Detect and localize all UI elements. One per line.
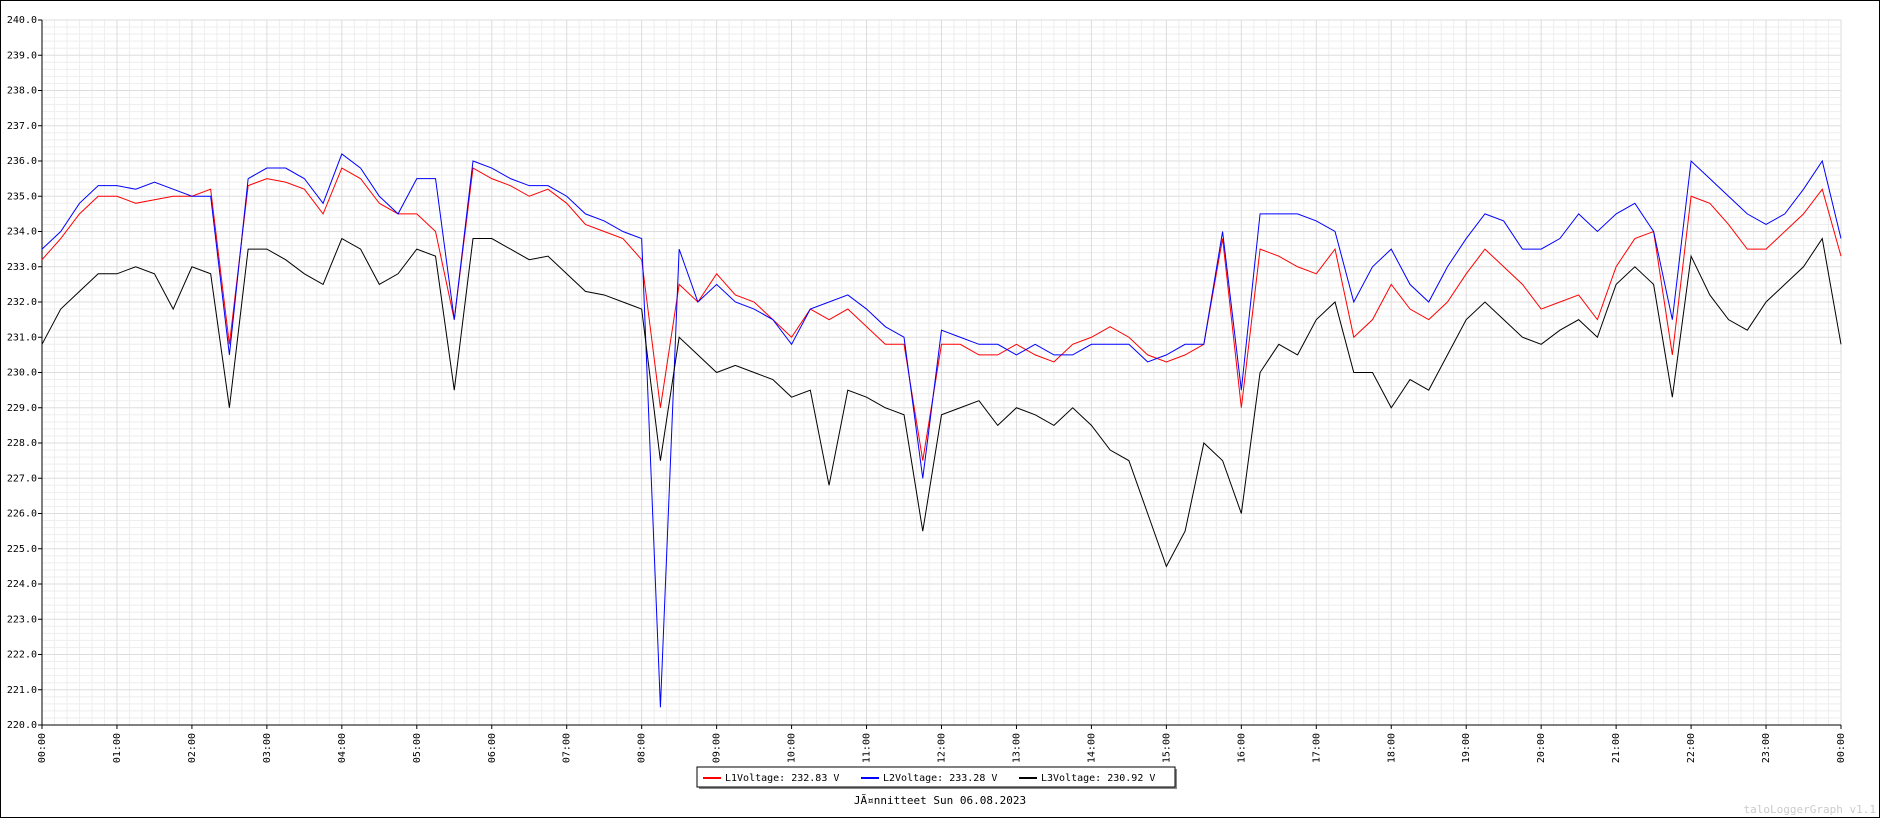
- x-tick-label: 00:00: [37, 733, 48, 763]
- watermark: taloLoggerGraph v1.1: [1744, 803, 1876, 816]
- x-tick-label: 00:00: [1836, 733, 1847, 763]
- y-tick-label: 231.0: [7, 332, 37, 343]
- legend-label: L2Voltage: 233.28 V: [883, 773, 997, 784]
- y-tick-label: 240.0: [7, 15, 37, 26]
- x-tick-label: 20:00: [1536, 733, 1547, 763]
- y-tick-label: 222.0: [7, 650, 37, 661]
- x-tick-label: 01:00: [112, 733, 123, 763]
- legend-label: L1Voltage: 232.83 V: [725, 773, 839, 784]
- x-tick-label: 16:00: [1236, 733, 1247, 763]
- lines: [41, 153, 1842, 708]
- y-tick-label: 230.0: [7, 368, 37, 379]
- x-tick-label: 14:00: [1086, 733, 1097, 763]
- x-tick-label: 03:00: [262, 733, 273, 763]
- y-tick-label: 232.0: [7, 297, 37, 308]
- series-line: [41, 167, 1842, 461]
- y-tick-label: 237.0: [7, 121, 37, 132]
- y-tick-label: 226.0: [7, 509, 37, 520]
- y-tick-label: 228.0: [7, 438, 37, 449]
- x-tick-label: 15:00: [1161, 733, 1172, 763]
- x-tick-label: 23:00: [1761, 733, 1772, 763]
- x-tick-label: 13:00: [1011, 733, 1022, 763]
- x-tick-label: 21:00: [1611, 733, 1622, 763]
- y-tick-label: 233.0: [7, 262, 37, 273]
- y-tick-label: 220.0: [7, 720, 37, 731]
- y-tick-label: 225.0: [7, 544, 37, 555]
- y-tick-label: 235.0: [7, 191, 37, 202]
- grid: [38, 19, 1842, 729]
- y-tick-label: 229.0: [7, 403, 37, 414]
- x-tick-label: 18:00: [1386, 733, 1397, 763]
- y-tick-label: 223.0: [7, 614, 37, 625]
- y-tick-label: 234.0: [7, 227, 37, 238]
- x-tick-label: 02:00: [187, 733, 198, 763]
- x-tick-label: 11:00: [862, 733, 873, 763]
- x-tick-label: 22:00: [1686, 733, 1697, 763]
- x-tick-label: 08:00: [637, 733, 648, 763]
- x-tick-label: 06:00: [487, 733, 498, 763]
- y-tick-label: 238.0: [7, 86, 37, 97]
- x-tick-label: 10:00: [787, 733, 798, 763]
- legend-label: L3Voltage: 230.92 V: [1041, 773, 1155, 784]
- x-tick-label: 04:00: [337, 733, 348, 763]
- x-tick-label: 12:00: [937, 733, 948, 763]
- y-tick-label: 227.0: [7, 473, 37, 484]
- y-tick-label: 224.0: [7, 579, 37, 590]
- series-line: [41, 237, 1842, 568]
- x-tick-label: 17:00: [1311, 733, 1322, 763]
- legend: [696, 766, 1176, 788]
- labels: 220.0 221.0 222.0 223.0 224.0 225.0 226.0 227.0…: [7, 15, 1847, 789]
- y-tick-label: 221.0: [7, 685, 37, 696]
- x-tick-label: 05:00: [412, 733, 423, 763]
- x-tick-label: 07:00: [562, 733, 573, 763]
- series-line: [41, 153, 1842, 708]
- x-tick-label: 09:00: [712, 733, 723, 763]
- y-tick-label: 236.0: [7, 156, 37, 167]
- y-tick-label: 239.0: [7, 50, 37, 61]
- x-tick-label: 19:00: [1461, 733, 1472, 763]
- chart-title: JÃ¤nnitteet Sun 06.08.2023: [854, 794, 1026, 807]
